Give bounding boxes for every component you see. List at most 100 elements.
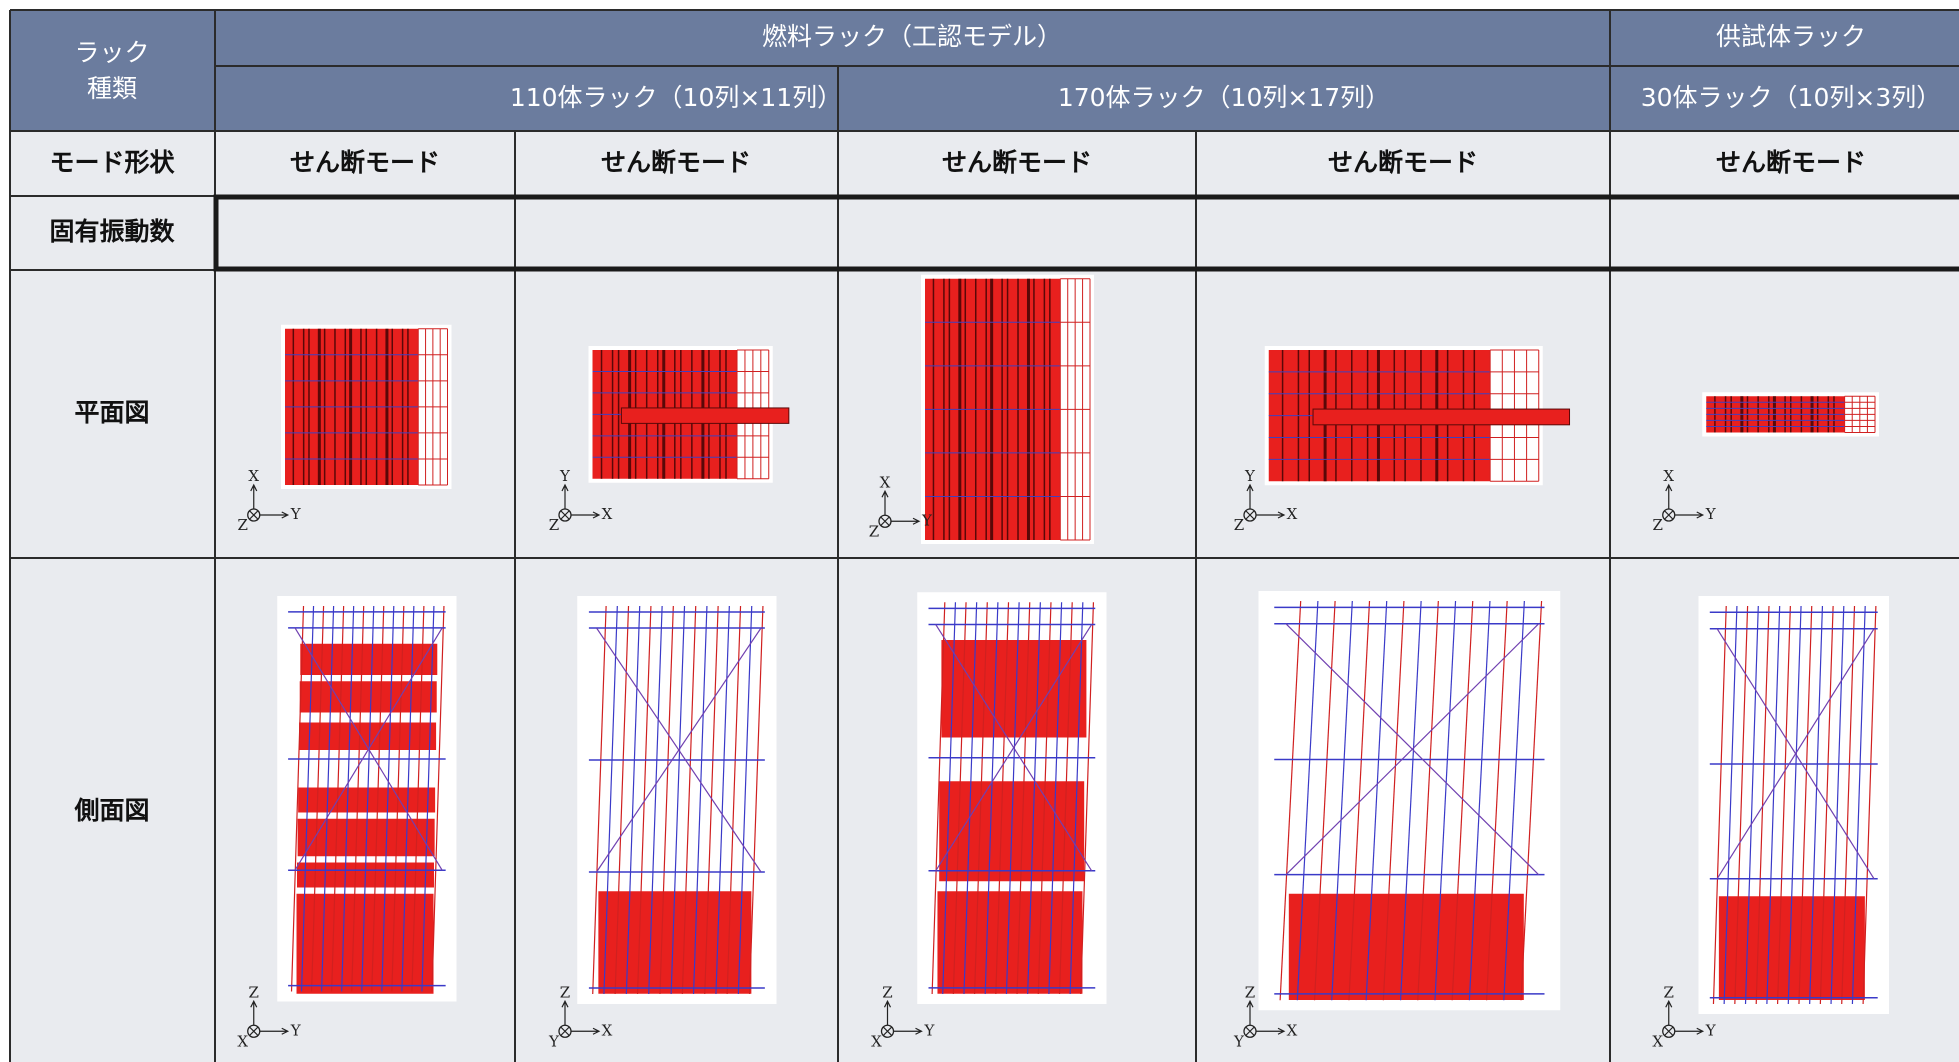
member xyxy=(1485,600,1508,1001)
axis-arrow xyxy=(881,489,921,525)
axis-label: Y xyxy=(290,1021,302,1039)
member xyxy=(1069,602,1084,995)
axis-cross xyxy=(249,510,259,520)
axis-label: Z xyxy=(549,516,559,534)
member xyxy=(341,605,355,992)
axis-label: X xyxy=(1652,1032,1663,1050)
plan-drawing xyxy=(1702,392,1879,437)
mode-shape: せん断モード xyxy=(942,148,1092,177)
member xyxy=(963,602,978,995)
axis-indicator: X Y Z xyxy=(869,473,933,540)
axis-label: X xyxy=(248,467,259,485)
member xyxy=(692,605,708,995)
member xyxy=(411,605,425,992)
axis-label: Z xyxy=(882,983,892,1001)
axis-indicator: X Y Z xyxy=(238,467,302,534)
axis-arrow xyxy=(883,999,923,1035)
axis-arrow xyxy=(250,483,290,519)
axis-label: Y xyxy=(1705,505,1717,523)
axis-label: Y xyxy=(924,1021,936,1039)
member xyxy=(1819,605,1834,1005)
side-drawing xyxy=(577,596,777,1004)
member xyxy=(1058,602,1073,995)
red-mass xyxy=(1718,896,1865,1000)
member xyxy=(1723,605,1738,1005)
member xyxy=(1279,600,1302,1001)
mode-shape: せん断モード xyxy=(290,148,440,177)
axis-label: Z xyxy=(1234,516,1244,534)
axis-cross xyxy=(883,1026,892,1036)
axis-arrow xyxy=(561,483,601,519)
group-header: 燃料ラック（工認モデル） xyxy=(762,22,1062,51)
axis-label: Z xyxy=(1245,983,1255,1001)
brace xyxy=(596,627,762,873)
member xyxy=(1005,602,1020,995)
member xyxy=(984,602,999,995)
member xyxy=(614,605,630,995)
member xyxy=(1798,605,1813,1005)
member xyxy=(1399,600,1422,1001)
red-mass xyxy=(598,891,752,994)
axis-label: Z xyxy=(1664,983,1674,1001)
member xyxy=(603,605,618,995)
plan-drawing xyxy=(1264,346,1571,486)
member xyxy=(391,605,405,992)
axis-label: X xyxy=(602,505,613,523)
member xyxy=(1451,600,1474,1001)
member xyxy=(1787,605,1802,1005)
member xyxy=(1851,605,1866,1005)
side-drawing xyxy=(1258,591,1561,1011)
axis-label: Y xyxy=(1233,1032,1245,1050)
member xyxy=(1048,602,1063,995)
red-mass xyxy=(296,893,434,994)
axis-indicator: X Y Z xyxy=(1653,467,1717,534)
member xyxy=(1348,600,1371,1001)
axis-indicator: Z Y X xyxy=(237,983,301,1050)
member xyxy=(1382,600,1405,1001)
member xyxy=(331,605,345,992)
member xyxy=(1520,600,1543,1001)
member xyxy=(636,605,652,995)
member xyxy=(351,605,365,992)
axis-indicator: Y X Z xyxy=(1234,467,1298,534)
red-bar xyxy=(1312,408,1571,426)
member xyxy=(1830,605,1845,1005)
brace xyxy=(1716,628,1875,880)
member xyxy=(1016,602,1031,995)
member xyxy=(726,605,742,995)
member xyxy=(715,605,730,995)
member xyxy=(310,605,325,992)
axis-label: X xyxy=(1287,1021,1298,1039)
member xyxy=(648,605,663,995)
row-label: モード形状 xyxy=(49,148,175,177)
member xyxy=(1313,600,1336,1001)
axis-label: Y xyxy=(559,467,571,485)
axis-indicator: Z X Y xyxy=(1233,983,1298,1050)
axis-label: Y xyxy=(1705,1021,1717,1039)
member xyxy=(952,602,967,995)
axis-cross xyxy=(560,1026,570,1036)
axis-arrow xyxy=(561,999,601,1035)
row-label: 側面図 xyxy=(73,796,149,825)
member xyxy=(670,605,686,995)
axis-label: Z xyxy=(560,983,570,1001)
plan-drawing xyxy=(588,346,790,483)
member xyxy=(371,605,385,992)
group-header: 供試体ラック xyxy=(1716,22,1866,51)
row-label: 固有振動数 xyxy=(49,217,175,246)
red-mass xyxy=(298,787,436,813)
member xyxy=(300,605,315,992)
subgroup-header: 170体ラック（10列×17列） xyxy=(1058,83,1390,112)
brace xyxy=(1285,623,1540,876)
member xyxy=(704,605,719,995)
axis-indicator: Y X Z xyxy=(549,467,613,534)
member xyxy=(1503,600,1525,1001)
axis-arrow xyxy=(1665,999,1705,1035)
member xyxy=(321,605,335,992)
axis-arrow xyxy=(1665,483,1705,519)
row-header: 種類 xyxy=(87,74,137,103)
member xyxy=(1744,605,1759,1005)
member xyxy=(1080,602,1095,995)
